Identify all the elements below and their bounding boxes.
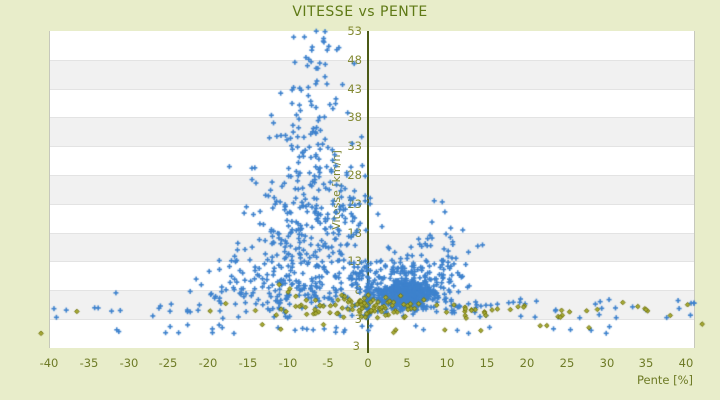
chart-title: VITESSE vs PENTE	[292, 4, 428, 20]
y-axis-tick-label: 43	[347, 82, 362, 96]
x-axis-tick-label: -35	[79, 356, 99, 370]
plot-band	[50, 117, 694, 147]
y-axis-tick-label: 48	[347, 53, 362, 67]
plot-band	[50, 31, 694, 60]
plot-band	[50, 174, 694, 204]
plot-band	[50, 318, 694, 348]
y-axis-min-label: 3	[352, 339, 360, 353]
plot-band	[50, 88, 694, 118]
plot-band	[50, 232, 694, 262]
x-axis-tick-label: 40	[678, 356, 694, 370]
x-axis-tick-label: -20	[198, 356, 218, 370]
x-axis-tick-label: 10	[439, 356, 455, 370]
x-axis-tick-label: 0	[364, 356, 372, 370]
x-axis-tick-label: 35	[638, 356, 654, 370]
x-axis-tick-label: -30	[119, 356, 139, 370]
x-axis-title: Pente [%]	[636, 373, 693, 387]
x-axis-tick-label: 5	[403, 356, 411, 370]
y-axis-tick-label: 13	[347, 254, 362, 268]
zero-slope-axis-line	[367, 31, 369, 353]
x-axis-tick-label: 25	[559, 356, 575, 370]
plot-band	[50, 203, 694, 233]
y-axis-tick-label: 3	[354, 312, 362, 326]
x-axis-tick-label: -10	[278, 356, 298, 370]
y-axis-tick-label: 38	[347, 110, 362, 124]
plot-band	[50, 59, 694, 89]
x-axis-tick-label: -15	[238, 356, 258, 370]
x-axis-tick-label: -25	[158, 356, 178, 370]
x-axis-tick-label: -40	[39, 356, 59, 370]
y-axis-tick-label: 8	[354, 283, 362, 297]
plot-band	[50, 146, 694, 175]
y-axis-title: Vitesse [km/h]	[330, 150, 343, 230]
x-axis-tick-label: 15	[479, 356, 495, 370]
plot-band	[50, 290, 694, 319]
plot-band	[50, 261, 694, 291]
x-axis-tick-label: 20	[519, 356, 535, 370]
x-axis-tick-label: 30	[599, 356, 615, 370]
y-axis-tick-label: 53	[347, 24, 362, 38]
x-axis-tick-label: -5	[322, 356, 334, 370]
